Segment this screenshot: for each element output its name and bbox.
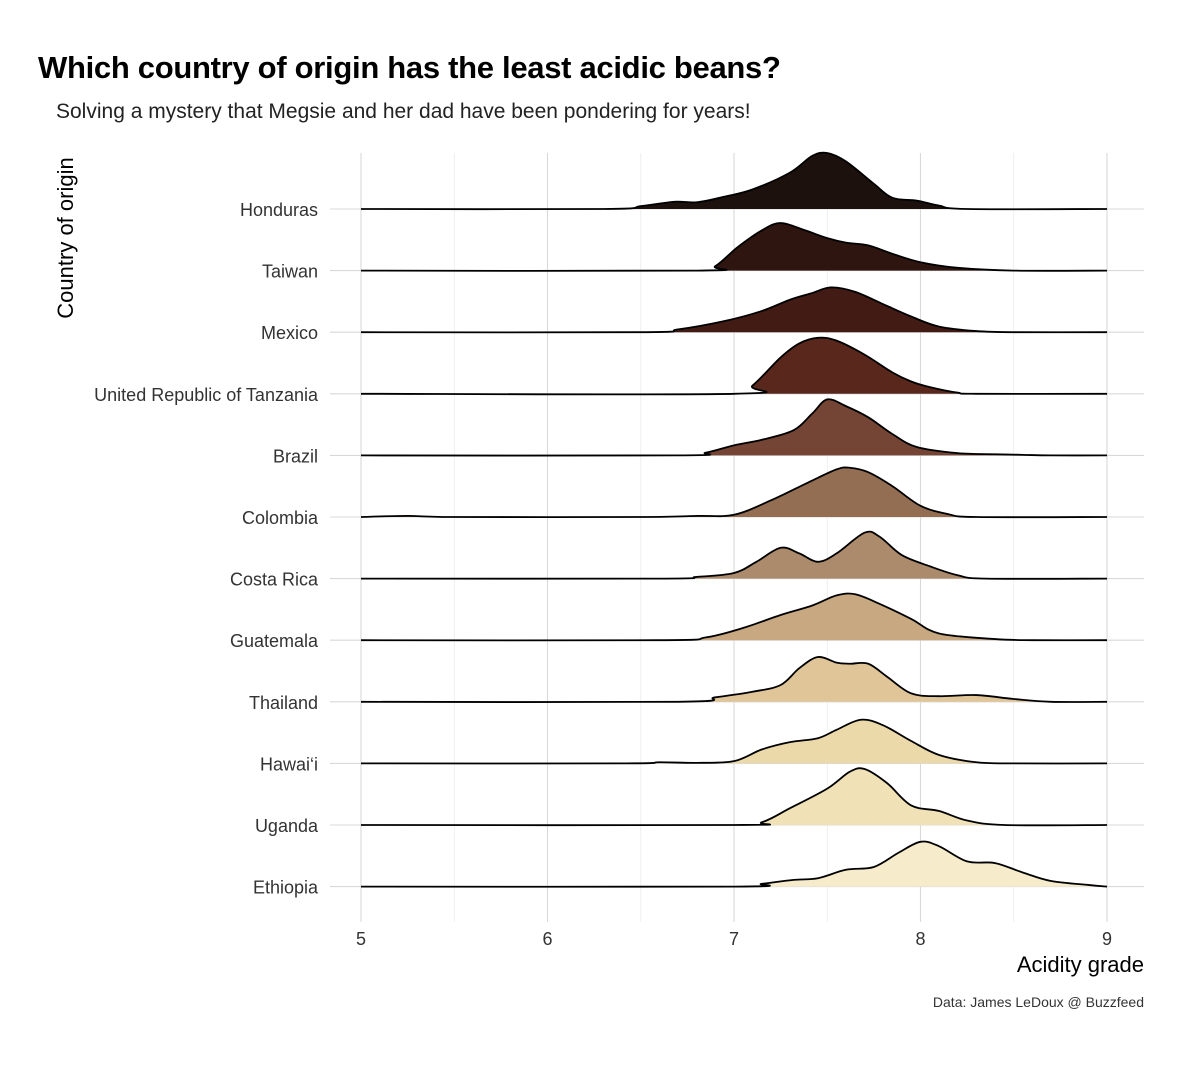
y-tick-label: Hawai‘i (260, 754, 318, 774)
y-axis-title: Country of origin (53, 157, 78, 318)
ridge-fill-guatemala (361, 593, 1107, 641)
y-tick-label: Mexico (261, 323, 318, 343)
x-tick-label: 7 (729, 929, 739, 949)
y-tick-label: Thailand (249, 693, 318, 713)
ridge-fill-uganda (361, 768, 1107, 826)
ridge-fill-hawai-i (361, 719, 1107, 764)
x-tick-label: 6 (542, 929, 552, 949)
x-tick-label: 8 (915, 929, 925, 949)
x-tick-label: 9 (1102, 929, 1112, 949)
y-tick-label: Brazil (273, 446, 318, 466)
y-tick-label: Ethiopia (253, 878, 319, 898)
ridge-line-united-republic-of-tanzania (360, 336, 1108, 396)
ridge-line-ethiopia (360, 840, 1108, 888)
ridge-fill-costa-rica (361, 531, 1107, 579)
y-tick-label: Taiwan (262, 262, 318, 282)
x-tick-label: 5 (356, 929, 366, 949)
chart-title: Which country of origin has the least ac… (38, 50, 781, 85)
chart-caption: Data: James LeDoux @ Buzzfeed (932, 994, 1144, 1010)
chart-subtitle: Solving a mystery that Megsie and her da… (56, 100, 751, 123)
ridge-line-hawai-i (360, 718, 1108, 765)
ridge-line-guatemala (360, 592, 1108, 642)
y-tick-label: United Republic of Tanzania (94, 385, 319, 405)
ridge-line-brazil (360, 398, 1108, 457)
y-tick-label: Costa Rica (230, 570, 319, 590)
ridge-line-costa-rica (360, 530, 1108, 580)
x-tick-labels: 5 6 7 8 9 (356, 929, 1112, 949)
ridge-line-mexico (360, 286, 1108, 334)
ridge-fill-ethiopia (361, 841, 1107, 887)
y-tick-labels: Honduras Taiwan Mexico United Republic of T… (94, 200, 319, 898)
ridge-fill-taiwan (361, 223, 1107, 271)
y-tick-label: Guatemala (230, 631, 319, 651)
y-tick-label: Colombia (242, 508, 319, 528)
ridge-line-honduras (360, 151, 1108, 211)
ridge-line-uganda (360, 767, 1108, 827)
x-axis-title: Acidity grade (1017, 952, 1144, 977)
ridges (360, 151, 1108, 888)
y-tick-label: Honduras (240, 200, 318, 220)
ridge-line-colombia (360, 466, 1108, 519)
y-tick-label: Uganda (255, 816, 319, 836)
ridge-fill-honduras (361, 152, 1107, 210)
ridge-line-taiwan (360, 222, 1108, 272)
ridge-line-thailand (360, 656, 1108, 704)
